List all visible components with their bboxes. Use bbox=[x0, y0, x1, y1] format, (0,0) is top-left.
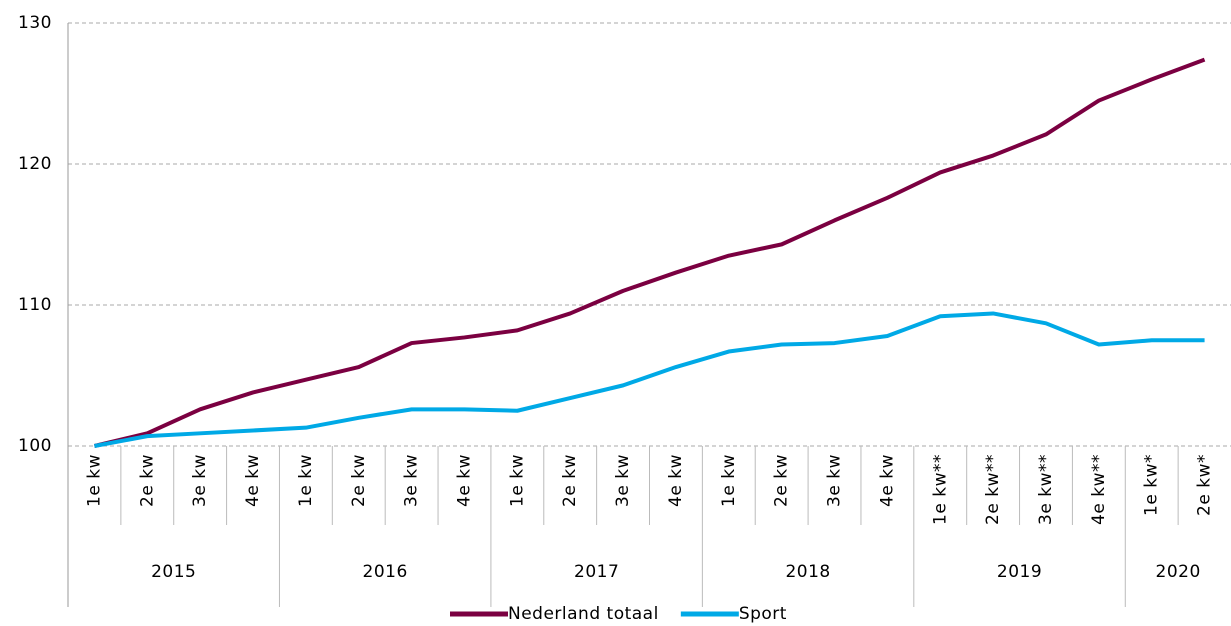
x-tick-label: 2e kw bbox=[137, 454, 157, 507]
series-line bbox=[93, 57, 1206, 448]
x-tick-label: 1e kw** bbox=[930, 454, 950, 525]
x-tick-label: 4e kw bbox=[454, 454, 474, 507]
y-tick-label: 130 bbox=[18, 13, 52, 33]
y-tick-label: 110 bbox=[18, 295, 52, 315]
x-tick-label: 3e kw** bbox=[1036, 454, 1056, 525]
group-label: 2015 bbox=[151, 562, 196, 582]
x-tick-label: 3e kw bbox=[402, 454, 422, 507]
x-tick-label: 2e kw* bbox=[1195, 454, 1215, 516]
x-tick-label: 4e kw bbox=[877, 454, 897, 507]
x-tick-label: 4e kw bbox=[666, 454, 686, 507]
x-tick-label: 2e kw bbox=[349, 454, 369, 507]
group-label: 2018 bbox=[785, 562, 830, 582]
legend-label: Nederland totaal bbox=[508, 604, 659, 624]
group-label: 2019 bbox=[997, 562, 1042, 582]
x-tick-label: 1e kw bbox=[296, 454, 316, 507]
group-label: 2017 bbox=[574, 562, 619, 582]
x-tick-label: 3e kw bbox=[825, 454, 845, 507]
x-tick-label: 2e kw bbox=[560, 454, 580, 507]
group-label: 2020 bbox=[1156, 562, 1201, 582]
x-tick-label: 2e kw** bbox=[983, 454, 1003, 525]
x-tick-label: 3e kw bbox=[613, 454, 633, 507]
x-tick-label: 1e kw bbox=[84, 454, 104, 507]
series-line bbox=[94, 311, 1205, 448]
x-tick-label: 2e kw bbox=[772, 454, 792, 507]
y-tick-label: 100 bbox=[18, 436, 52, 456]
x-tick-label: 1e kw bbox=[507, 454, 527, 507]
x-tick-label: 3e kw bbox=[190, 454, 210, 507]
legend-label: Sport bbox=[739, 604, 787, 624]
y-tick-label: 120 bbox=[18, 154, 52, 174]
x-tick-label: 1e kw bbox=[719, 454, 739, 507]
group-label: 2016 bbox=[363, 562, 408, 582]
x-tick-label: 1e kw* bbox=[1142, 454, 1162, 516]
x-tick-label: 4e kw bbox=[243, 454, 263, 507]
x-tick-label: 4e kw** bbox=[1089, 454, 1109, 525]
